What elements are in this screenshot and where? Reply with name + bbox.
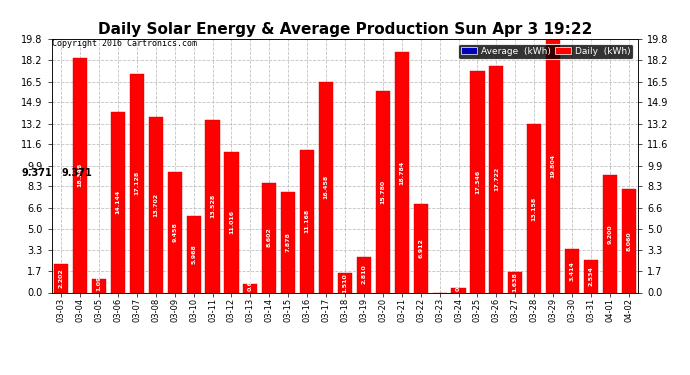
Bar	[149, 117, 163, 292]
Bar	[281, 192, 295, 292]
Text: 1.510: 1.510	[342, 273, 348, 293]
Text: 2.202: 2.202	[59, 268, 63, 288]
Text: 13.528: 13.528	[210, 194, 215, 218]
Text: 9.458: 9.458	[172, 222, 177, 242]
Bar	[338, 273, 352, 292]
Bar	[489, 66, 504, 292]
Bar	[357, 256, 371, 292]
Text: 0.328: 0.328	[456, 272, 461, 291]
Bar	[244, 284, 257, 292]
Bar	[413, 204, 428, 292]
Bar	[546, 39, 560, 292]
Text: 9.371: 9.371	[21, 168, 52, 178]
Bar	[603, 175, 617, 292]
Bar	[395, 53, 409, 292]
Bar	[527, 124, 541, 292]
Text: 17.128: 17.128	[135, 171, 139, 195]
Bar	[168, 172, 182, 292]
Text: 0.652: 0.652	[248, 272, 253, 291]
Text: Copyright 2016 Cartronics.com: Copyright 2016 Cartronics.com	[52, 39, 197, 48]
Text: 11.168: 11.168	[305, 209, 310, 233]
Legend: Average  (kWh), Daily  (kWh): Average (kWh), Daily (kWh)	[458, 44, 633, 58]
Title: Daily Solar Energy & Average Production Sun Apr 3 19:22: Daily Solar Energy & Average Production …	[98, 22, 592, 37]
Bar	[206, 120, 219, 292]
Text: 14.144: 14.144	[115, 190, 121, 214]
Bar	[471, 71, 484, 292]
Bar	[376, 91, 390, 292]
Bar	[54, 264, 68, 292]
Bar	[451, 288, 466, 292]
Text: 8.060: 8.060	[627, 231, 631, 251]
Text: 3.414: 3.414	[569, 261, 575, 280]
Text: 9.371: 9.371	[61, 168, 92, 178]
Text: 1.638: 1.638	[513, 272, 518, 292]
Bar	[565, 249, 579, 292]
Text: 2.810: 2.810	[362, 265, 366, 284]
Text: 13.702: 13.702	[153, 193, 158, 217]
Text: 17.722: 17.722	[494, 167, 499, 191]
Text: 9.200: 9.200	[607, 224, 612, 243]
Bar	[508, 272, 522, 292]
Text: 5.968: 5.968	[191, 244, 196, 264]
Text: 2.534: 2.534	[589, 266, 593, 286]
Text: 1.090: 1.090	[97, 272, 101, 291]
Bar	[300, 150, 314, 292]
Text: 6.912: 6.912	[418, 238, 423, 258]
Bar	[262, 183, 277, 292]
Bar	[319, 82, 333, 292]
Bar	[224, 152, 239, 292]
Text: 15.780: 15.780	[380, 180, 385, 204]
Text: 8.602: 8.602	[267, 228, 272, 248]
Bar	[186, 216, 201, 292]
Bar	[111, 112, 125, 292]
Text: 11.016: 11.016	[229, 210, 234, 234]
Text: 16.458: 16.458	[324, 175, 328, 200]
Bar	[622, 189, 636, 292]
Text: 18.784: 18.784	[400, 160, 404, 184]
Text: 19.804: 19.804	[551, 154, 555, 178]
Text: 18.346: 18.346	[78, 163, 83, 188]
Bar	[584, 260, 598, 292]
Text: 7.878: 7.878	[286, 232, 290, 252]
Bar	[92, 279, 106, 292]
Bar	[130, 74, 144, 292]
Text: 13.158: 13.158	[532, 196, 537, 220]
Bar	[73, 58, 87, 292]
Text: 17.346: 17.346	[475, 170, 480, 194]
